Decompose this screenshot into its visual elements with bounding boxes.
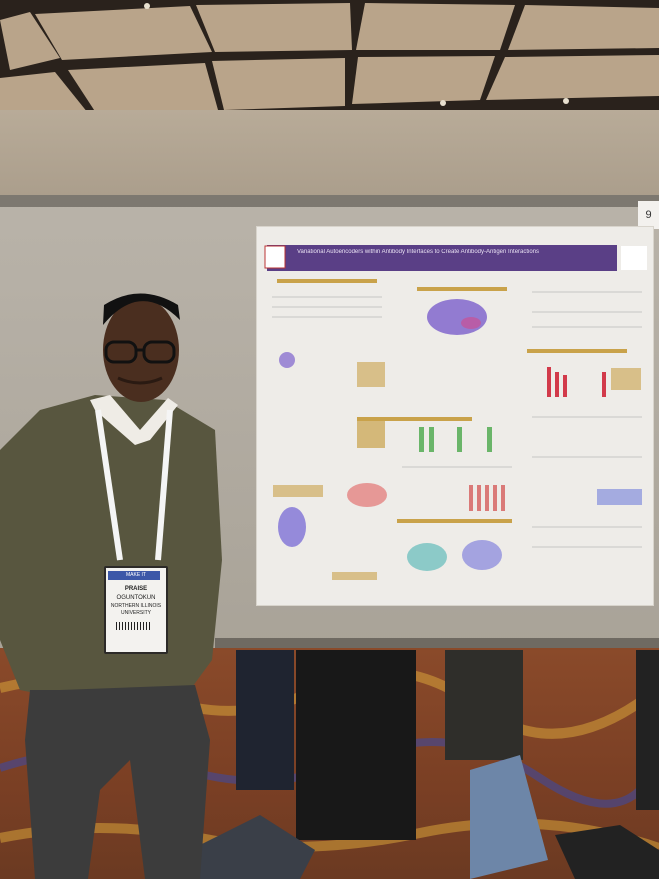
badge-barcode <box>116 622 152 630</box>
research-poster: Variational Autoencoders within Antibody… <box>256 226 654 606</box>
ceiling <box>0 0 659 130</box>
poster-title-bar <box>267 245 617 271</box>
poster-figures <box>264 245 647 580</box>
badge-header <box>108 571 160 580</box>
badge-event-logo: MAKE IT <box>125 572 146 578</box>
badge-affiliation-line1: NORTHERN ILLINOIS <box>110 603 162 609</box>
back-wall <box>0 110 659 210</box>
badge-last-name: OGUNTOKUN <box>116 595 156 601</box>
poster-board-base <box>215 638 659 648</box>
poster-board-frame <box>0 195 659 207</box>
badge-first-name: PRAISE <box>124 586 148 592</box>
board-number-sign: 9 <box>638 201 659 229</box>
poster-title: Variational Autoencoders within Antibody… <box>297 249 540 255</box>
badge-affiliation-line2: UNIVERSITY <box>120 610 151 616</box>
name-badge: MAKE IT PRAISE OGUNTOKUN NORTHERN ILLINO… <box>104 566 168 654</box>
